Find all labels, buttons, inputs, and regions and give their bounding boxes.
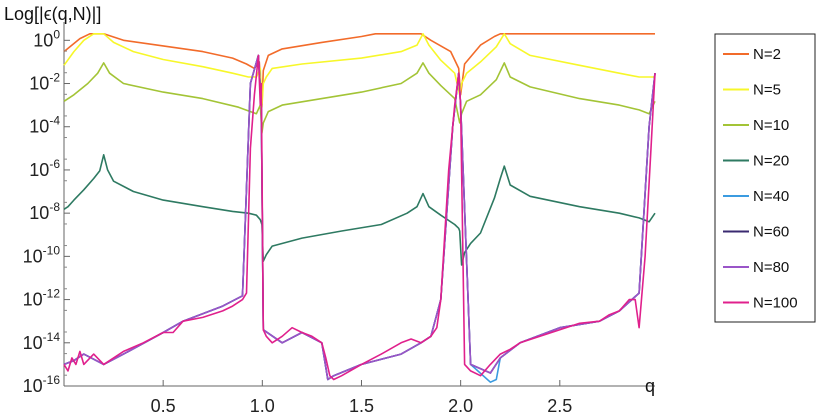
y-tick-label: 10-16: [23, 373, 61, 396]
x-axis-title: q: [645, 376, 655, 396]
series-line-n-40: [63, 54, 656, 384]
legend-label: N=2: [753, 46, 781, 63]
series-line-n-20: [63, 154, 656, 266]
series-line-n-60: [63, 54, 656, 381]
series-line-n-100: [63, 54, 656, 381]
y-tick-label: 10-8: [29, 200, 60, 223]
series-line-n-2: [63, 32, 655, 106]
series-line-n-5: [63, 32, 655, 108]
legend-label: N=100: [753, 295, 798, 312]
series-layer: [63, 32, 656, 384]
series-line-n-80: [63, 54, 656, 381]
y-tick-label: 10-2: [29, 71, 60, 94]
tick-labels: 0.5 1.0 1.5 2.0 2.5 100 10-2 10-4 10-6 10-8 10-10 1…: [23, 27, 573, 412]
legend-label: N=10: [753, 117, 789, 134]
legend-label: N=20: [753, 153, 789, 170]
legend: N=2 N=5 N=10 N=20 N=40 N=60 N=80 N=100: [714, 33, 816, 323]
y-tick-label: 100: [33, 27, 60, 50]
legend-label: N=60: [753, 224, 789, 241]
series-line-n-10: [63, 62, 656, 134]
legend-label: N=40: [753, 188, 789, 205]
x-tick-label: 0.5: [151, 396, 176, 412]
legend-label: N=5: [753, 82, 781, 99]
y-tick-label: 10-14: [23, 330, 61, 353]
x-tick-label: 1.0: [250, 396, 275, 412]
legend-label: N=80: [753, 259, 789, 276]
x-tick-label: 2.5: [547, 396, 572, 412]
y-tick-label: 10-12: [23, 287, 61, 310]
y-tick-label: 10-10: [23, 243, 61, 266]
plot-axes: [63, 22, 655, 387]
x-tick-label: 2.0: [448, 396, 473, 412]
y-axis-title: Log[|ϵ(q,N)|]: [4, 4, 101, 24]
legend-box: [714, 33, 816, 323]
x-tick-label: 1.5: [349, 396, 374, 412]
y-tick-label: 10-4: [29, 114, 60, 137]
y-tick-label: 10-6: [29, 157, 60, 180]
